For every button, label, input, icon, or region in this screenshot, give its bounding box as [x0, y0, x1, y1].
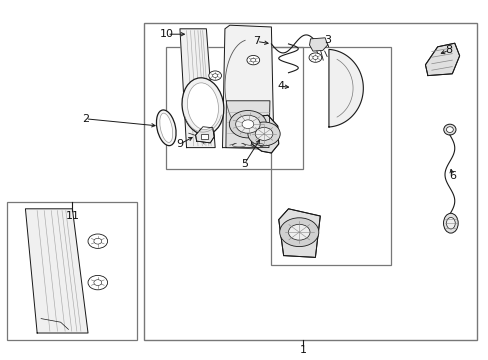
Circle shape [208, 71, 221, 80]
Text: 2: 2 [82, 114, 89, 124]
Text: 7: 7 [253, 36, 260, 46]
Circle shape [235, 115, 260, 133]
Polygon shape [278, 209, 320, 257]
Circle shape [312, 56, 317, 59]
Circle shape [88, 234, 107, 248]
Circle shape [88, 275, 107, 290]
Circle shape [255, 127, 272, 140]
Bar [201, 134, 208, 139]
Bar [7, 202, 137, 340]
Text: 3: 3 [324, 35, 330, 45]
Polygon shape [425, 43, 459, 76]
Ellipse shape [160, 113, 172, 143]
Circle shape [279, 218, 318, 247]
Circle shape [246, 55, 259, 65]
Text: 1: 1 [299, 345, 306, 355]
Circle shape [308, 53, 321, 62]
Polygon shape [222, 25, 273, 149]
Text: 5: 5 [241, 159, 247, 169]
Ellipse shape [443, 213, 457, 233]
Bar [144, 23, 476, 340]
Polygon shape [249, 115, 278, 153]
Circle shape [94, 238, 102, 244]
Ellipse shape [446, 217, 454, 229]
Text: 4: 4 [277, 81, 284, 91]
Text: 11: 11 [65, 211, 79, 221]
Text: 6: 6 [448, 171, 455, 181]
Ellipse shape [182, 78, 224, 135]
Circle shape [229, 111, 266, 138]
Polygon shape [225, 101, 269, 148]
Polygon shape [195, 127, 214, 143]
Ellipse shape [446, 127, 452, 132]
Text: 9: 9 [176, 139, 183, 149]
Ellipse shape [187, 83, 218, 130]
Circle shape [212, 74, 217, 77]
Polygon shape [180, 29, 215, 148]
Ellipse shape [443, 124, 455, 135]
Circle shape [247, 122, 280, 146]
Polygon shape [25, 209, 88, 333]
Polygon shape [328, 49, 363, 127]
Circle shape [242, 120, 253, 129]
Text: 10: 10 [160, 29, 174, 39]
Ellipse shape [156, 110, 176, 146]
Bar [166, 47, 303, 169]
Text: 8: 8 [445, 45, 451, 55]
Circle shape [288, 224, 309, 240]
Bar [271, 47, 390, 265]
Polygon shape [309, 38, 327, 51]
Circle shape [250, 58, 255, 62]
Circle shape [94, 280, 102, 285]
